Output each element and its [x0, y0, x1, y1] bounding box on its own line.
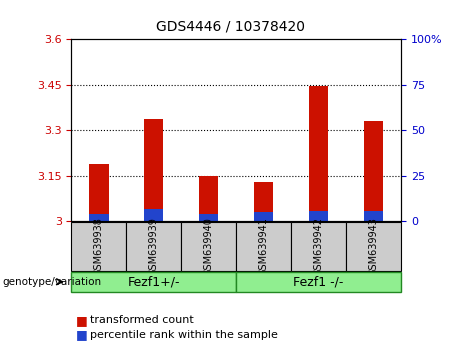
- Bar: [199, 176, 219, 221]
- Bar: [71, 222, 126, 271]
- Bar: [346, 222, 401, 271]
- Text: GSM639939: GSM639939: [149, 217, 159, 276]
- Text: GDS4446 / 10378420: GDS4446 / 10378420: [156, 19, 305, 34]
- Bar: [199, 214, 219, 221]
- Bar: [126, 222, 181, 271]
- Bar: [89, 164, 108, 221]
- Bar: [254, 182, 273, 221]
- Bar: [309, 211, 328, 221]
- Bar: [236, 272, 401, 292]
- Text: ■: ■: [76, 328, 88, 341]
- Bar: [71, 272, 236, 292]
- Text: GSM639940: GSM639940: [204, 217, 214, 276]
- Bar: [144, 119, 164, 221]
- Text: Fezf1 -/-: Fezf1 -/-: [294, 275, 344, 288]
- Text: percentile rank within the sample: percentile rank within the sample: [90, 330, 278, 339]
- Text: transformed count: transformed count: [90, 315, 194, 325]
- Bar: [309, 86, 328, 221]
- Text: GSM639938: GSM639938: [94, 217, 104, 276]
- Text: GSM639942: GSM639942: [313, 217, 324, 276]
- Text: ■: ■: [76, 314, 88, 327]
- Bar: [181, 222, 236, 271]
- Text: GSM639941: GSM639941: [259, 217, 269, 276]
- Bar: [89, 214, 108, 221]
- Text: Fezf1+/-: Fezf1+/-: [128, 275, 180, 288]
- Bar: [364, 121, 383, 221]
- Bar: [144, 209, 164, 221]
- Bar: [291, 222, 346, 271]
- Bar: [236, 222, 291, 271]
- Text: GSM639943: GSM639943: [369, 217, 378, 276]
- Text: genotype/variation: genotype/variation: [2, 277, 101, 287]
- Bar: [364, 211, 383, 221]
- Bar: [254, 212, 273, 221]
